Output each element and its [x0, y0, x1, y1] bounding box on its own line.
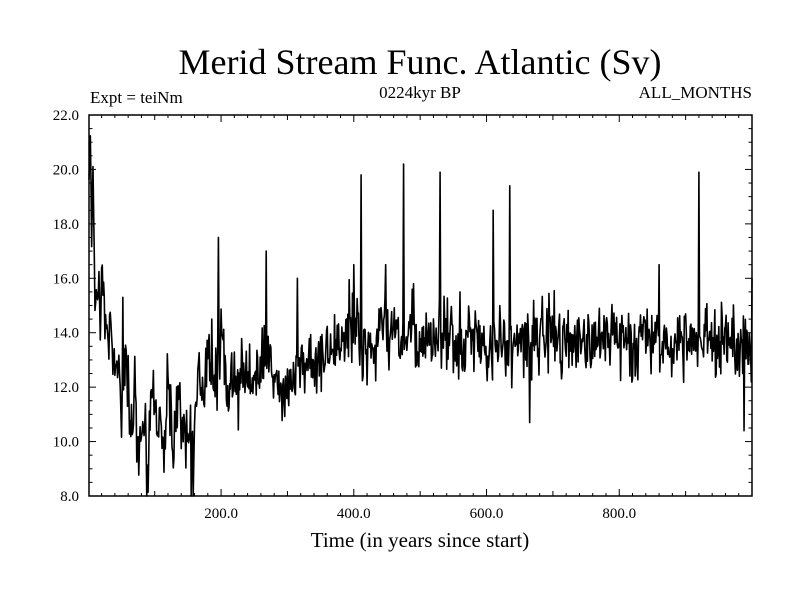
- x-axis-label: Time (in years since start): [311, 528, 530, 552]
- y-tick-label: 18.0: [53, 217, 79, 233]
- y-tick-label: 20.0: [53, 162, 79, 178]
- months-label: ALL_MONTHS: [639, 83, 752, 102]
- chart-title: Merid Stream Func. Atlantic (Sv): [179, 42, 662, 82]
- y-tick-label: 22.0: [53, 108, 79, 124]
- y-tick-label: 16.0: [53, 271, 79, 287]
- y-tick-label: 12.0: [53, 380, 79, 396]
- y-tick-label: 14.0: [53, 326, 79, 342]
- y-tick-label: 10.0: [53, 435, 79, 451]
- series-line: [88, 134, 753, 497]
- x-tick-label: 400.0: [337, 506, 371, 522]
- x-tick-label: 200.0: [204, 506, 238, 522]
- period-label: 0224kyr BP: [379, 83, 461, 102]
- x-tick-label: 600.0: [470, 506, 504, 522]
- y-tick-label: 8.0: [60, 489, 79, 505]
- plot-frame: [88, 114, 753, 497]
- experiment-label: Expt = teiNm: [90, 88, 183, 107]
- x-tick-label: 800.0: [602, 506, 636, 522]
- x-tick-labels: 200.0 400.0 600.0 800.0: [204, 506, 636, 522]
- y-tick-labels: 8.0 10.0 12.0 14.0 16.0 18.0 20.0 22.0: [53, 108, 79, 505]
